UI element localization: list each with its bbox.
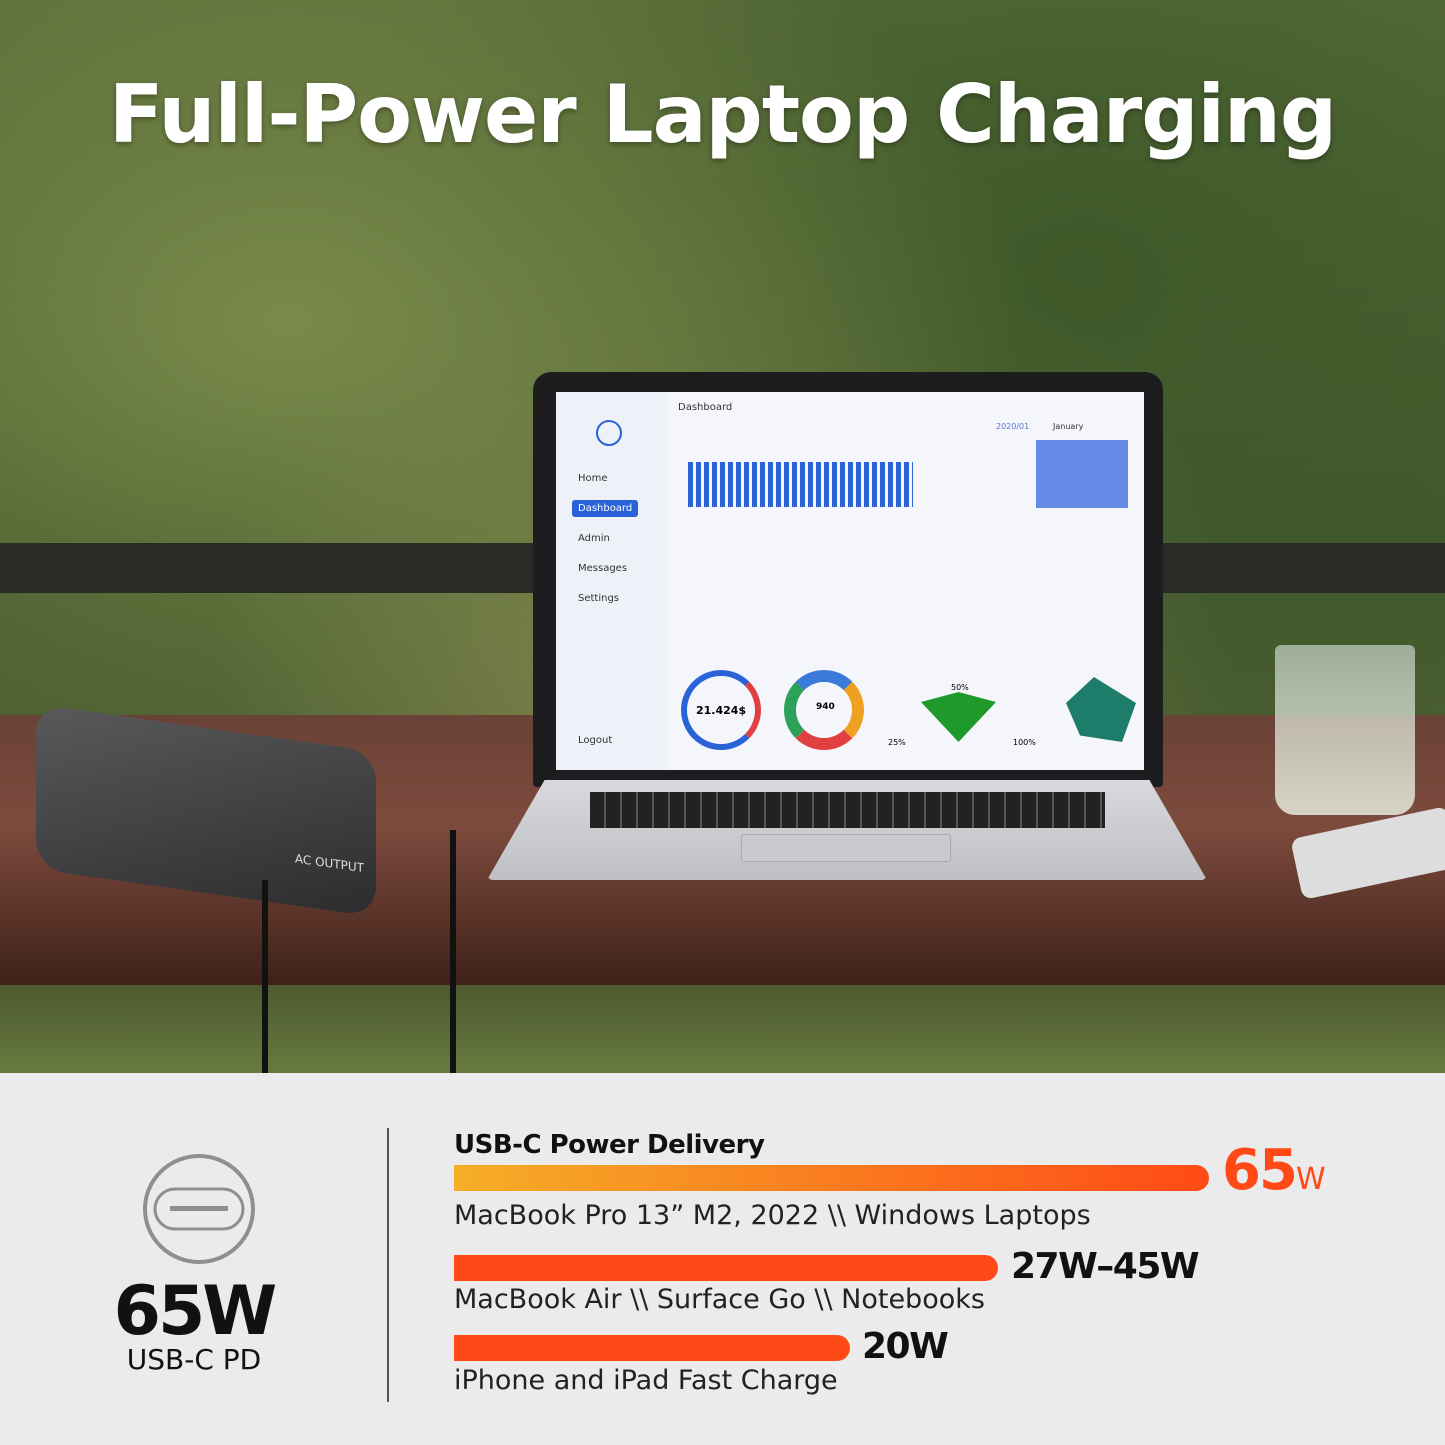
gauge-label-50: 50% (951, 683, 969, 692)
nav-admin: Admin (578, 533, 610, 544)
tier-devices-65w: MacBook Pro 13” M2, 2022 \\ Windows Lapt… (454, 1200, 1091, 1231)
ac-output-label: AC OUTPUT (294, 851, 364, 876)
tier-watts-20w: 20W (862, 1326, 949, 1367)
cable (450, 830, 456, 1073)
activity-bar-chart (688, 462, 913, 507)
gauge-label-100: 100% (1013, 738, 1036, 747)
badge-label: USB-C PD (126, 1343, 262, 1376)
tier-watts-45w: 27W–45W (1011, 1246, 1200, 1287)
nav-messages: Messages (578, 563, 628, 574)
divider (387, 1128, 389, 1402)
headline: Full-Power Laptop Charging (108, 68, 1337, 161)
usb-c-port-icon (143, 1154, 255, 1264)
expenses-donut (681, 670, 761, 750)
laptop-keyboard (590, 792, 1105, 828)
laptop-screen: Home Dashboard Admin Messages Settings L… (556, 392, 1144, 770)
cable (262, 880, 268, 1073)
tier-watts-unit: W (1295, 1162, 1326, 1197)
revenue-value: 940 (816, 702, 835, 712)
nav-home: Home (578, 473, 608, 484)
water-glass (1275, 645, 1415, 815)
tier-bar-65w (454, 1165, 1209, 1191)
tier-bar-45w (454, 1255, 998, 1281)
calendar-year: 2020/01 (996, 422, 1030, 431)
expenses-value: 21.424$ (696, 704, 747, 717)
ground (0, 985, 1445, 1073)
gauge-chart (921, 692, 996, 742)
dashboard-sidebar: Home Dashboard Admin Messages Settings L… (556, 392, 668, 770)
event-cards (1036, 440, 1128, 508)
nav-dashboard: Dashboard (572, 500, 639, 517)
gauge-label-25: 25% (888, 738, 906, 747)
tier-devices-45w: MacBook Air \\ Surface Go \\ Notebooks (454, 1284, 985, 1315)
section-title: USB-C Power Delivery (454, 1130, 765, 1160)
radar-chart (1066, 677, 1136, 742)
calendar-month: January (1053, 422, 1084, 431)
nav-settings: Settings (578, 593, 620, 604)
product-photo: Home Dashboard Admin Messages Settings L… (0, 0, 1445, 1073)
nav-logout: Logout (578, 735, 613, 746)
tier-watts-65w: 65W (1222, 1138, 1326, 1203)
badge-wattage: 65W (113, 1272, 278, 1351)
tier-devices-20w: iPhone and iPad Fast Charge (454, 1365, 838, 1396)
dashboard-title: Dashboard (678, 402, 733, 413)
avatar-icon (596, 420, 622, 446)
tier-bar-20w (454, 1335, 850, 1361)
trackpad (741, 834, 951, 862)
tier-watts-value: 65 (1222, 1138, 1298, 1203)
